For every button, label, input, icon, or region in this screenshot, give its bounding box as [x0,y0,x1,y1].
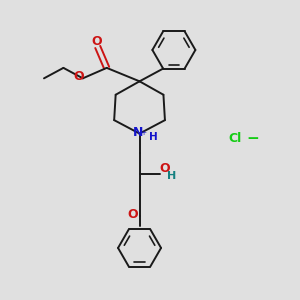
Text: $^+$H: $^+$H [139,130,158,143]
Text: −: − [247,130,260,146]
Text: O: O [91,35,102,48]
Text: O: O [73,70,84,83]
Text: H: H [167,171,176,181]
Text: N: N [133,126,143,139]
Text: O: O [128,208,138,221]
Text: O: O [159,162,170,175]
Text: Cl: Cl [229,132,242,145]
